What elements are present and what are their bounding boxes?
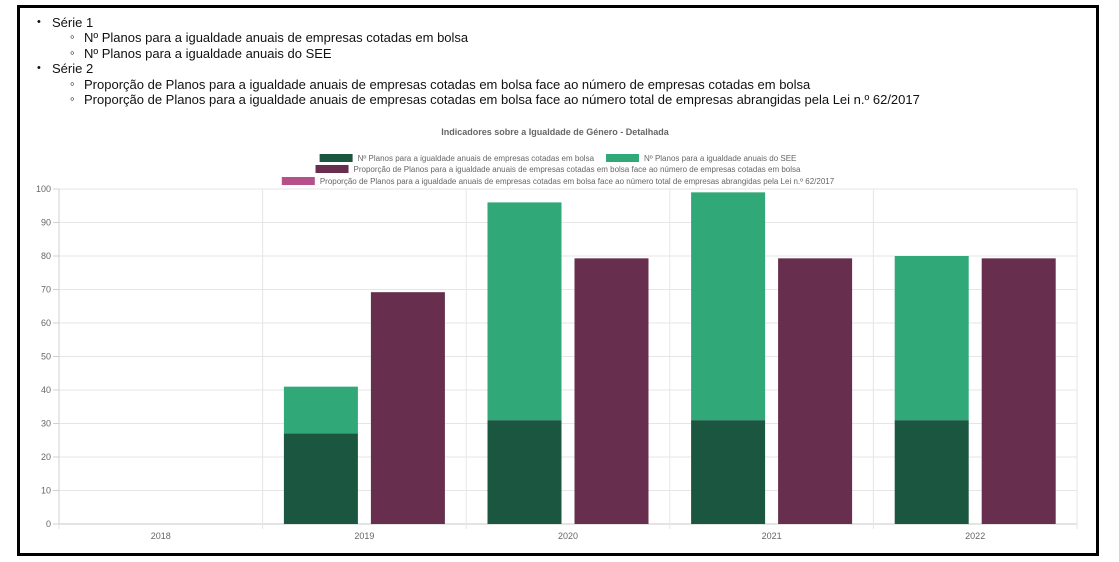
legend-swatch xyxy=(315,165,349,173)
legend-swatch xyxy=(281,177,315,185)
axes: 0 10 20 30 40 50 60 70 80 90 100 2018 2019 2020 2021 20… xyxy=(36,184,985,541)
y-tick-label: 80 xyxy=(41,251,51,261)
bar xyxy=(981,258,1056,524)
legend-swatch xyxy=(606,154,640,162)
x-tick-label: 2019 xyxy=(354,531,374,541)
legend-swatch xyxy=(319,154,353,162)
bar xyxy=(778,258,853,524)
series-item: Proporção de Planos para a igualdade anu… xyxy=(34,91,920,107)
series-heading: Série 2 xyxy=(34,61,920,77)
y-tick-label: 0 xyxy=(46,519,51,529)
y-tick-label: 40 xyxy=(41,385,51,395)
bar xyxy=(691,420,766,524)
bar xyxy=(487,420,562,524)
y-tick-label: 50 xyxy=(41,352,51,362)
bar xyxy=(894,420,969,524)
bar xyxy=(370,292,445,524)
legend-label: Nº Planos para a igualdade anuais do SEE xyxy=(644,154,796,163)
bar xyxy=(487,202,562,421)
bars xyxy=(283,192,1056,524)
series-item: Nº Planos para a igualdade anuais de emp… xyxy=(34,29,920,45)
series-item: Proporção de Planos para a igualdade anu… xyxy=(34,76,920,92)
y-tick-label: 90 xyxy=(41,218,51,228)
series-heading: Série 1 xyxy=(34,15,920,31)
chart-title: Indicadores sobre a Igualdade de Género … xyxy=(441,127,670,137)
x-tick-label: 2020 xyxy=(558,531,578,541)
series-list: Série 1 Nº Planos para a igualdade anuai… xyxy=(34,15,920,107)
y-tick-label: 70 xyxy=(41,285,51,295)
series-item: Nº Planos para a igualdade anuais do SEE xyxy=(34,45,920,61)
bar xyxy=(691,192,766,421)
bar-chart: 0 10 20 30 40 50 60 70 80 90 100 2018 2019 2020 2021 20… xyxy=(36,127,1078,541)
bar xyxy=(283,433,358,524)
y-tick-label: 10 xyxy=(41,486,51,496)
chart-frame: Série 1 Nº Planos para a igualdade anuai… xyxy=(17,5,1099,556)
y-tick-label: 60 xyxy=(41,318,51,328)
legend-label: Proporção de Planos para a igualdade anu… xyxy=(354,165,801,174)
y-tick-label: 20 xyxy=(41,452,51,462)
bar xyxy=(894,256,969,421)
legend-label: Nº Planos para a igualdade anuais de emp… xyxy=(358,154,595,163)
x-tick-label: 2022 xyxy=(965,531,985,541)
bar xyxy=(574,258,649,524)
x-tick-label: 2021 xyxy=(762,531,782,541)
y-tick-label: 30 xyxy=(41,419,51,429)
bar xyxy=(283,386,358,434)
legend-label: Proporção de Planos para a igualdade anu… xyxy=(320,177,835,186)
y-tick-label: 100 xyxy=(36,184,51,194)
legend: Nº Planos para a igualdade anuais de emp… xyxy=(281,154,835,186)
x-tick-label: 2018 xyxy=(151,531,171,541)
